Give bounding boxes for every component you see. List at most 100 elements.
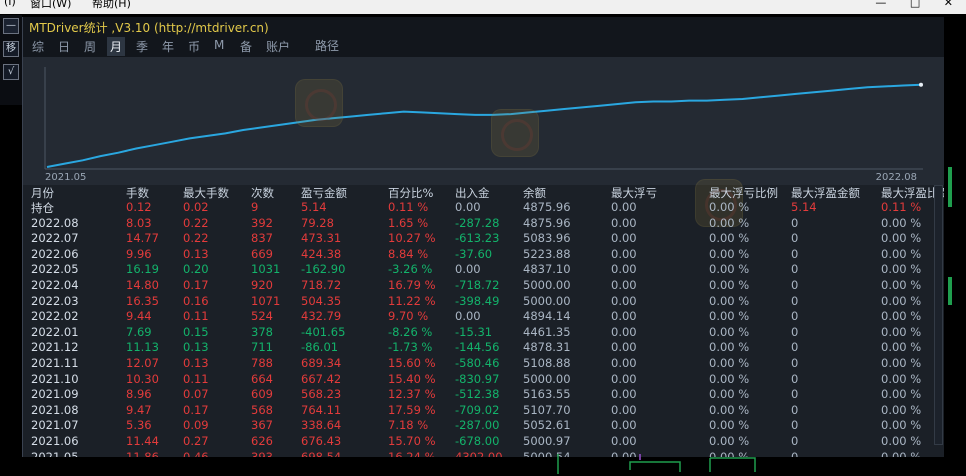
cell-col-10: 0 xyxy=(791,324,799,339)
cell-col-9: 0.00 % xyxy=(709,246,750,261)
cell-col-7: 4878.31 xyxy=(523,340,571,355)
cell-col-0: 2022.03 xyxy=(31,293,79,308)
table-row[interactable]: 2021.09 8.96 0.07 609 568.23 12.37 % -512.38 51… xyxy=(23,387,945,403)
cell-col-8: 0.00 xyxy=(611,418,637,433)
table-row[interactable]: 2022.03 16.35 0.16 1071 504.35 11.22 % -398.49… xyxy=(23,294,945,310)
menu-item-window[interactable]: 窗口(W) xyxy=(30,0,72,10)
cell-col-9: 0.00 % xyxy=(709,309,750,324)
cell-col-7: 5107.70 xyxy=(523,402,571,417)
table-row[interactable]: 2021.05 11.86 0.46 393 698.54 16.24 % 4302.00 5… xyxy=(23,450,945,458)
cell-col-8: 0.00 xyxy=(611,293,637,308)
cell-col-0: 2021.05 xyxy=(31,449,79,458)
check-tool-button[interactable]: √ xyxy=(3,64,19,80)
cell-col-1: 7.69 xyxy=(126,324,152,339)
cell-col-11: 0.00 % xyxy=(881,309,922,324)
path-button[interactable]: 路径 xyxy=(315,39,340,53)
table-row[interactable]: 2022.07 14.77 0.22 837 473.31 10.27 % -613.23 5… xyxy=(23,231,945,247)
cell-col-0: 2022.05 xyxy=(31,262,79,277)
cell-col-4: 504.35 xyxy=(301,293,342,308)
cell-col-3: 920 xyxy=(251,277,273,292)
menu-item-0[interactable]: (I) xyxy=(4,0,16,8)
table-row[interactable]: 2021.07 5.36 0.09 367 338.64 7.18 % -287.00 505… xyxy=(23,418,945,434)
chart-x-end-label: 2022.08 xyxy=(875,172,917,183)
tab-币[interactable]: 币 xyxy=(188,40,201,54)
cell-col-11: 0.00 % xyxy=(881,293,922,308)
table-row[interactable]: 2022.01 7.69 0.15 378 -401.65 -8.26 % -15.31 44… xyxy=(23,325,945,341)
cell-col-11: 0.00 % xyxy=(881,231,922,246)
table-row[interactable]: 2021.12 11.13 0.13 711 -86.01 -1.73 % -144.56 4… xyxy=(23,340,945,356)
table-row[interactable]: 2022.05 16.19 0.20 1031 -162.90 -3.26 % 0.00 48… xyxy=(23,262,945,278)
cell-col-6: 0.00 xyxy=(455,200,481,214)
cell-col-0: 月份 xyxy=(31,186,54,200)
cell-col-10: 0 xyxy=(791,371,799,386)
table-row[interactable]: 2022.06 9.96 0.13 669 424.38 8.84 % -37.60 5223… xyxy=(23,247,945,263)
table-scrollbar[interactable] xyxy=(934,185,943,445)
cell-col-11: 0.00 % xyxy=(881,340,922,355)
cell-col-6: -144.56 xyxy=(455,340,500,355)
cell-col-7: 5000.54 xyxy=(523,449,571,458)
cell-col-7: 4461.35 xyxy=(523,324,571,339)
cell-col-10: 0 xyxy=(791,246,799,261)
cell-col-3: 711 xyxy=(251,340,273,355)
table-row[interactable]: 2021.10 10.30 0.11 664 667.42 15.40 % -830.97 5… xyxy=(23,372,945,388)
tab-备[interactable]: 备 xyxy=(240,40,253,54)
cell-col-5: 16.79 % xyxy=(388,277,436,292)
cell-col-9: 0.00 % xyxy=(709,215,750,230)
table-row[interactable]: 2022.04 14.80 0.17 920 718.72 16.79 % -718.72 5… xyxy=(23,278,945,294)
equity-chart[interactable]: 2021.05 2022.08 xyxy=(23,57,945,185)
cell-col-0: 2021.06 xyxy=(31,433,79,448)
tab-年[interactable]: 年 xyxy=(162,40,175,54)
table-row[interactable]: 2021.08 9.47 0.17 568 764.11 17.59 % -709.02 51… xyxy=(23,403,945,419)
cell-col-8: 0.00 xyxy=(611,371,637,386)
cell-col-2: 0.11 xyxy=(183,309,209,324)
cell-col-2: 最大手数 xyxy=(183,186,229,200)
cell-col-8: 0.00 xyxy=(611,324,637,339)
cell-col-4: 568.23 xyxy=(301,387,342,402)
monthly-stats-table: 月份 手数 最大手数 次数 盈亏金额 百分比% 出入金 余额 最大浮亏 最大浮亏比例 最大浮盈金额 最… xyxy=(23,185,945,457)
tab-综[interactable]: 综 xyxy=(32,40,45,54)
cell-col-5: -1.73 % xyxy=(388,340,433,355)
move-tool-button[interactable]: 移 xyxy=(3,41,19,57)
app-title: MTDriver统计 ,V3.10 (http://mtdriver.cn) xyxy=(29,21,269,35)
cell-col-1: 9.47 xyxy=(126,402,152,417)
cell-col-1: 8.03 xyxy=(126,215,152,230)
cell-col-9: 0.00 % xyxy=(709,277,750,292)
table-row[interactable]: 持仓 0.12 0.02 9 5.14 0.11 % 0.00 4875.96 0.00 0.00… xyxy=(23,200,945,216)
cell-col-5: 12.37 % xyxy=(388,387,436,402)
table-row[interactable]: 2022.02 9.44 0.11 524 432.79 9.70 % 0.00 4894.1… xyxy=(23,309,945,325)
table-header-row[interactable]: 月份 手数 最大手数 次数 盈亏金额 百分比% 出入金 余额 最大浮亏 最大浮亏比例 最大浮盈金额 最… xyxy=(23,185,945,200)
table-row[interactable]: 2021.11 12.07 0.13 788 689.34 15.60 % -580.46 5… xyxy=(23,356,945,372)
cell-col-1: 16.35 xyxy=(126,293,159,308)
window-control-buttons[interactable]: — □ ✕ xyxy=(875,0,963,9)
cell-col-8: 0.00 xyxy=(611,215,637,230)
cell-col-0: 2022.01 xyxy=(31,324,79,339)
bottom-mini-chart xyxy=(557,454,756,474)
cell-col-2: 0.13 xyxy=(183,355,209,370)
table-row[interactable]: 2021.06 11.44 0.27 626 676.43 15.70 % -678.00 5… xyxy=(23,434,945,450)
cell-col-6: -678.00 xyxy=(455,433,500,448)
cell-col-8: 0.00 xyxy=(611,200,637,214)
tab-周[interactable]: 周 xyxy=(84,40,97,54)
cell-col-6: 出入金 xyxy=(455,186,490,200)
tab-日[interactable]: 日 xyxy=(58,40,71,54)
menu-item-help[interactable]: 帮助(H) xyxy=(92,0,131,10)
table-row[interactable]: 2022.08 8.03 0.22 392 79.28 1.65 % -287.28 4875… xyxy=(23,216,945,232)
cell-col-6: 4302.00 xyxy=(455,449,503,458)
right-indicator-bar xyxy=(948,167,952,207)
minimize-button[interactable]: — xyxy=(3,18,19,34)
cell-col-9: 0.00 % xyxy=(709,387,750,402)
tab-M[interactable]: M xyxy=(214,38,225,52)
cell-col-10: 0 xyxy=(791,340,799,355)
cell-col-1: 手数 xyxy=(126,186,149,200)
cell-col-9: 0.00 % xyxy=(709,200,750,214)
cell-col-2: 0.11 xyxy=(183,371,209,386)
tab-账户[interactable]: 账户 xyxy=(266,40,291,54)
tab-月[interactable]: 月 xyxy=(107,37,126,56)
cell-col-4: 79.28 xyxy=(301,215,334,230)
cell-col-5: 11.22 % xyxy=(388,293,436,308)
cell-col-5: 15.60 % xyxy=(388,355,436,370)
cell-col-9: 最大浮亏比例 xyxy=(709,186,778,200)
cell-col-3: 669 xyxy=(251,246,273,261)
tab-季[interactable]: 季 xyxy=(136,40,149,54)
cell-col-10: 0 xyxy=(791,449,799,458)
